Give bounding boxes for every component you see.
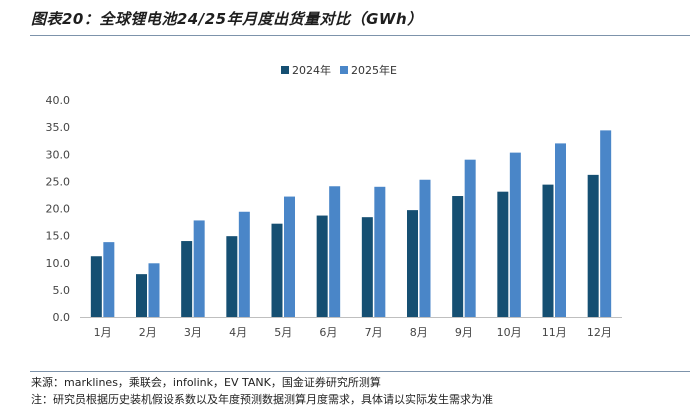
bar-2025e-1 <box>103 242 115 317</box>
bar-chart: 0.0 5.0 10.0 15.0 20.0 25.0 30.0 35.0 40.0 1月 2月 3… <box>46 63 622 339</box>
legend-label-2024: 2024年 <box>292 63 331 77</box>
bar-2024-2 <box>136 274 147 317</box>
bar-2025e-7 <box>374 186 386 317</box>
bar-2024-10 <box>497 191 509 317</box>
x-tick-label: 3月 <box>184 326 202 339</box>
y-tick-label: 15.0 <box>46 230 71 243</box>
bar-2025e-12 <box>600 130 612 317</box>
bar-2024-3 <box>181 241 193 317</box>
bar-2024-12 <box>587 174 599 317</box>
x-tick-label: 11月 <box>542 326 567 339</box>
bar-2025e-8 <box>419 179 431 317</box>
x-tick-label: 6月 <box>319 326 337 339</box>
y-tick-label: 40.0 <box>46 94 71 107</box>
legend-swatch-2024 <box>281 66 289 74</box>
y-tick-label: 35.0 <box>46 121 71 134</box>
bar-2024-4 <box>226 236 238 317</box>
bar-2025e-5 <box>284 196 295 317</box>
x-tick-label: 12月 <box>587 326 612 339</box>
y-tick-label: 30.0 <box>46 148 71 161</box>
footer-divider <box>30 371 690 372</box>
title-divider <box>30 35 690 36</box>
bar-2024-8 <box>407 210 418 317</box>
y-tick-label: 20.0 <box>46 203 71 216</box>
y-tick-label: 5.0 <box>53 284 71 297</box>
bar-2025e-3 <box>193 220 205 317</box>
x-tick-label: 2月 <box>139 326 157 339</box>
bar-2025e-2 <box>148 263 160 317</box>
bar-2024-7 <box>361 217 373 317</box>
bar-2024-9 <box>452 196 464 317</box>
x-tick-label: 9月 <box>455 326 473 339</box>
bar-2025e-4 <box>238 211 250 317</box>
bar-2025e-9 <box>464 159 476 317</box>
bar-2025e-11 <box>555 143 566 317</box>
legend-label-2025e: 2025年E <box>351 63 397 77</box>
x-tick-label: 5月 <box>274 326 292 339</box>
x-tick-label: 7月 <box>365 326 383 339</box>
x-tick-label: 1月 <box>94 326 112 339</box>
y-tick-label: 10.0 <box>46 257 71 270</box>
bar-2024-5 <box>271 223 283 317</box>
source-note: 来源：marklines，乘联会，infolink，EV TANK，国金证券研究… <box>31 376 381 389</box>
bar-2024-6 <box>316 215 328 317</box>
y-tick-label: 25.0 <box>46 175 71 188</box>
x-tick-label: 4月 <box>229 326 247 339</box>
x-tick-label: 10月 <box>497 326 522 339</box>
bar-2025e-10 <box>509 152 521 317</box>
bar-2024-1 <box>90 256 102 317</box>
legend-swatch-2025e <box>340 66 348 74</box>
y-tick-label: 0.0 <box>53 311 71 324</box>
bar-2024-11 <box>542 184 554 317</box>
chart-title: 图表20：全球锂电池24/25年月度出货量对比（GWh） <box>31 10 423 28</box>
footnote: 注：研究员根据历史装机假设系数以及年度预测数据测算月度需求，具体请以实际发生需求… <box>31 393 493 406</box>
bar-2025e-6 <box>329 186 341 317</box>
x-tick-label: 8月 <box>410 326 428 339</box>
